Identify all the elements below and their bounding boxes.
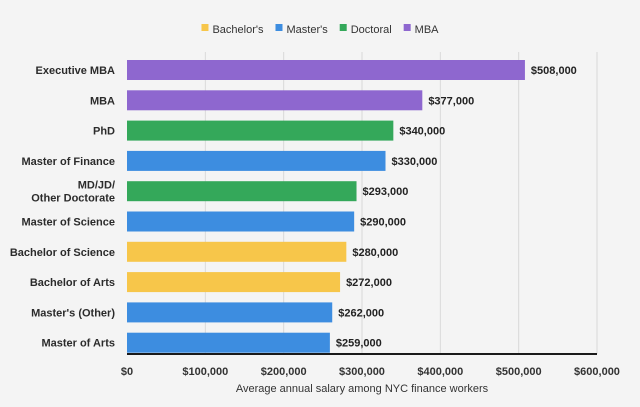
value-label: $280,000 — [352, 247, 398, 259]
legend: Bachelor's Master's Doctoral MBA — [201, 24, 439, 36]
x-tick-label: $100,000 — [182, 366, 228, 378]
category-label: Master of Science — [21, 217, 115, 229]
value-label: $293,000 — [363, 186, 409, 198]
x-axis-title: Average annual salary among NYC finance … — [236, 383, 489, 395]
bar-executive-mba — [127, 60, 525, 80]
bar-bachelor-of-science — [127, 241, 347, 262]
bars — [127, 60, 525, 353]
value-label: $340,000 — [399, 126, 445, 138]
bar-md-jd-other-doctorate — [127, 181, 357, 202]
value-label: $259,000 — [336, 338, 382, 350]
category-label: Bachelor of Arts — [30, 277, 115, 289]
category-label: Master's (Other) — [31, 307, 115, 319]
category-label: MD/JD/ — [78, 180, 115, 192]
bar-master-s-other — [127, 302, 333, 323]
legend-label: Bachelor's — [212, 24, 264, 36]
x-tick-label: $200,000 — [261, 366, 307, 378]
bar-mba — [127, 90, 423, 111]
bar-phd — [127, 120, 394, 141]
x-tick-labels: $0 $100,000 $200,000 $300,000 $400,000 $500,0… — [121, 366, 620, 378]
value-label: $330,000 — [392, 156, 438, 168]
x-tick-label: $300,000 — [339, 366, 385, 378]
category-label: MBA — [90, 95, 115, 107]
category-labels: Executive MBA MBA PhD Master of Finance MD/J… — [10, 65, 115, 350]
value-label: $290,000 — [360, 217, 406, 229]
category-label: Executive MBA — [36, 65, 116, 77]
legend-swatch-doctoral — [339, 24, 347, 31]
bar-bachelor-of-arts — [127, 272, 341, 293]
legend-swatch-bachelor-s — [201, 24, 209, 31]
value-labels: $508,000 $377,000 $340,000 $330,000 $293,000… — [336, 65, 577, 350]
legend-swatch-mba — [403, 24, 411, 31]
value-label: $508,000 — [531, 65, 577, 77]
x-tick-label: $0 — [121, 366, 133, 378]
bar-master-of-science — [127, 211, 355, 232]
legend-label: MBA — [415, 24, 440, 36]
x-tick-label: $400,000 — [417, 366, 463, 378]
x-tick-label: $600,000 — [574, 366, 620, 378]
legend-label: Doctoral — [351, 24, 392, 36]
category-label: Other Doctorate — [31, 193, 115, 205]
legend-label: Master's — [286, 24, 328, 36]
bar-master-of-arts — [127, 332, 330, 353]
legend-swatch-master-s — [275, 24, 283, 31]
value-label: $262,000 — [338, 307, 384, 319]
category-label: Bachelor of Science — [10, 247, 115, 259]
x-tick-label: $500,000 — [496, 366, 542, 378]
category-label: PhD — [93, 126, 115, 138]
value-label: $377,000 — [428, 95, 474, 107]
value-label: $272,000 — [346, 277, 392, 289]
category-label: Master of Finance — [21, 156, 115, 168]
bar-master-of-finance — [127, 150, 386, 171]
category-label: Master of Arts — [41, 338, 115, 350]
